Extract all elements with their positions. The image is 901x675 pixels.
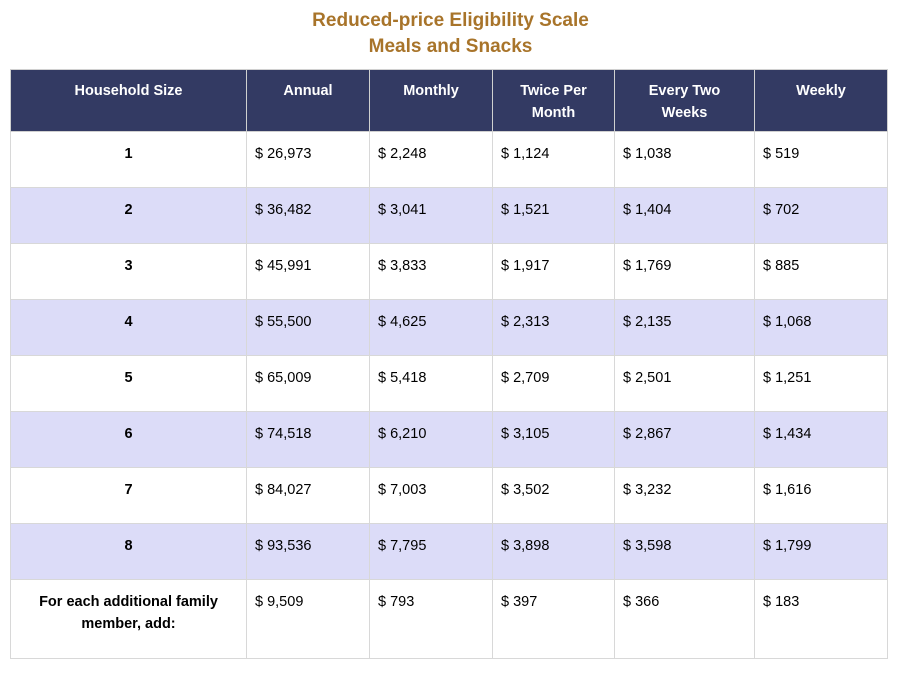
weekly-cell: $ 1,799	[754, 523, 888, 580]
table-row: 4 $ 55,500 $ 4,625 $ 2,313 $ 2,135 $ 1,0…	[10, 299, 888, 356]
additional-member-row: For each additional family member, add: …	[10, 579, 888, 659]
monthly-cell: $ 4,625	[369, 299, 493, 356]
every-two-weeks-cell: $ 3,598	[614, 523, 755, 580]
weekly-cell: $ 1,068	[754, 299, 888, 356]
annual-cell: $ 55,500	[246, 299, 370, 356]
weekly-cell: $ 1,251	[754, 355, 888, 412]
annual-cell: $ 74,518	[246, 411, 370, 468]
weekly-cell: $ 183	[754, 579, 888, 659]
table-row: 3 $ 45,991 $ 3,833 $ 1,917 $ 1,769 $ 885	[10, 243, 888, 300]
every-two-weeks-cell: $ 1,038	[614, 131, 755, 188]
twice-per-month-cell: $ 1,521	[492, 187, 615, 244]
annual-cell: $ 84,027	[246, 467, 370, 524]
eligibility-table: Household Size Annual Monthly Twice Per …	[10, 69, 888, 659]
table-row: 1 $ 26,973 $ 2,248 $ 1,124 $ 1,038 $ 519	[10, 131, 888, 188]
twice-per-month-cell: $ 1,124	[492, 131, 615, 188]
page-title: Reduced-price Eligibility Scale Meals an…	[0, 8, 901, 60]
monthly-cell: $ 7,003	[369, 467, 493, 524]
monthly-cell: $ 5,418	[369, 355, 493, 412]
monthly-cell: $ 7,795	[369, 523, 493, 580]
table-row: 2 $ 36,482 $ 3,041 $ 1,521 $ 1,404 $ 702	[10, 187, 888, 244]
table-header: Household Size Annual Monthly Twice Per …	[10, 69, 888, 132]
household-size-cell: 2	[10, 187, 247, 244]
header-annual: Annual	[246, 69, 370, 132]
monthly-cell: $ 793	[369, 579, 493, 659]
twice-per-month-cell: $ 1,917	[492, 243, 615, 300]
monthly-cell: $ 3,833	[369, 243, 493, 300]
twice-per-month-cell: $ 3,105	[492, 411, 615, 468]
table-row: 8 $ 93,536 $ 7,795 $ 3,898 $ 3,598 $ 1,7…	[10, 523, 888, 580]
every-two-weeks-cell: $ 1,769	[614, 243, 755, 300]
every-two-weeks-cell: $ 366	[614, 579, 755, 659]
table-row: 5 $ 65,009 $ 5,418 $ 2,709 $ 2,501 $ 1,2…	[10, 355, 888, 412]
household-size-cell: 3	[10, 243, 247, 300]
annual-cell: $ 93,536	[246, 523, 370, 580]
every-two-weeks-cell: $ 1,404	[614, 187, 755, 244]
title-line-2: Meals and Snacks	[368, 36, 533, 57]
twice-per-month-cell: $ 2,313	[492, 299, 615, 356]
twice-per-month-cell: $ 2,709	[492, 355, 615, 412]
monthly-cell: $ 3,041	[369, 187, 493, 244]
every-two-weeks-cell: $ 2,501	[614, 355, 755, 412]
every-two-weeks-cell: $ 2,135	[614, 299, 755, 356]
header-twice-per-month: Twice Per Month	[492, 69, 615, 132]
twice-per-month-cell: $ 397	[492, 579, 615, 659]
monthly-cell: $ 2,248	[369, 131, 493, 188]
table-body: 1 $ 26,973 $ 2,248 $ 1,124 $ 1,038 $ 519…	[10, 131, 888, 659]
title-line-1: Reduced-price Eligibility Scale	[312, 10, 589, 31]
twice-per-month-cell: $ 3,502	[492, 467, 615, 524]
header-every-two-weeks: Every Two Weeks	[614, 69, 755, 132]
weekly-cell: $ 702	[754, 187, 888, 244]
weekly-cell: $ 1,616	[754, 467, 888, 524]
annual-cell: $ 36,482	[246, 187, 370, 244]
weekly-cell: $ 1,434	[754, 411, 888, 468]
table-row: 6 $ 74,518 $ 6,210 $ 3,105 $ 2,867 $ 1,4…	[10, 411, 888, 468]
household-size-cell: 6	[10, 411, 247, 468]
header-monthly: Monthly	[369, 69, 493, 132]
annual-cell: $ 26,973	[246, 131, 370, 188]
household-size-cell: 8	[10, 523, 247, 580]
monthly-cell: $ 6,210	[369, 411, 493, 468]
household-size-cell: 5	[10, 355, 247, 412]
header-weekly: Weekly	[754, 69, 888, 132]
every-two-weeks-cell: $ 2,867	[614, 411, 755, 468]
twice-per-month-cell: $ 3,898	[492, 523, 615, 580]
weekly-cell: $ 519	[754, 131, 888, 188]
annual-cell: $ 45,991	[246, 243, 370, 300]
header-household-size: Household Size	[10, 69, 247, 132]
every-two-weeks-cell: $ 3,232	[614, 467, 755, 524]
additional-member-label: For each additional family member, add:	[10, 579, 247, 659]
weekly-cell: $ 885	[754, 243, 888, 300]
household-size-cell: 1	[10, 131, 247, 188]
annual-cell: $ 65,009	[246, 355, 370, 412]
household-size-cell: 4	[10, 299, 247, 356]
annual-cell: $ 9,509	[246, 579, 370, 659]
table-row: 7 $ 84,027 $ 7,003 $ 3,502 $ 3,232 $ 1,6…	[10, 467, 888, 524]
header-row: Household Size Annual Monthly Twice Per …	[10, 69, 888, 132]
household-size-cell: 7	[10, 467, 247, 524]
